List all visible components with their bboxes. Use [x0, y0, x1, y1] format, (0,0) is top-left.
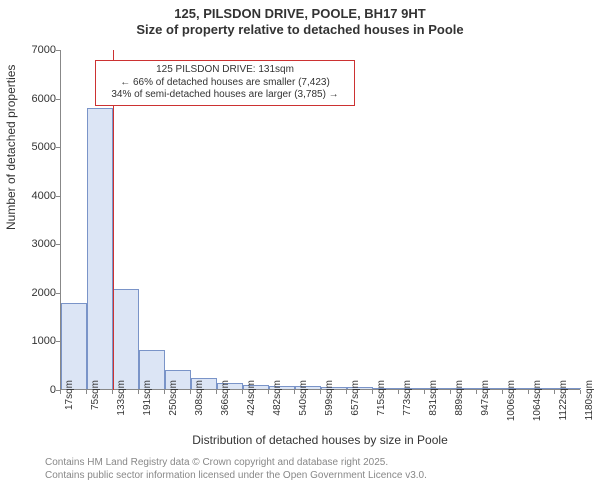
x-tick-label: 599sqm: [324, 380, 335, 430]
x-tick-mark: [424, 390, 425, 394]
x-tick-label: 831sqm: [428, 380, 439, 430]
footer-line2: Contains public sector information licen…: [45, 470, 427, 481]
x-tick-label: 482sqm: [272, 380, 283, 430]
x-tick-mark: [580, 390, 581, 394]
chart-title-line2: Size of property relative to detached ho…: [0, 22, 600, 37]
x-tick-mark: [216, 390, 217, 394]
y-tick-label: 5000: [16, 141, 56, 153]
y-tick-label: 1000: [16, 335, 56, 347]
x-tick-label: 17sqm: [64, 380, 75, 430]
x-tick-mark: [450, 390, 451, 394]
x-tick-mark: [554, 390, 555, 394]
histogram-bar: [113, 289, 139, 389]
x-tick-mark: [346, 390, 347, 394]
x-tick-mark: [528, 390, 529, 394]
x-tick-label: 1180sqm: [584, 380, 595, 430]
histogram-bar: [87, 108, 113, 389]
x-tick-label: 947sqm: [480, 380, 491, 430]
annotation-box: 125 PILSDON DRIVE: 131sqm ← 66% of detac…: [95, 60, 355, 106]
x-tick-label: 889sqm: [454, 380, 465, 430]
x-tick-mark: [190, 390, 191, 394]
chart-title-line1: 125, PILSDON DRIVE, POOLE, BH17 9HT: [0, 6, 600, 21]
x-tick-label: 1064sqm: [532, 380, 543, 430]
x-tick-mark: [476, 390, 477, 394]
x-tick-label: 715sqm: [376, 380, 387, 430]
y-tick-label: 0: [16, 384, 56, 396]
x-tick-mark: [86, 390, 87, 394]
x-tick-mark: [372, 390, 373, 394]
x-tick-mark: [138, 390, 139, 394]
x-axis-label: Distribution of detached houses by size …: [60, 433, 580, 447]
x-tick-label: 657sqm: [350, 380, 361, 430]
x-tick-label: 133sqm: [116, 380, 127, 430]
x-tick-mark: [268, 390, 269, 394]
x-tick-mark: [112, 390, 113, 394]
x-tick-label: 308sqm: [194, 380, 205, 430]
x-tick-mark: [398, 390, 399, 394]
annotation-line1: 125 PILSDON DRIVE: 131sqm: [102, 64, 348, 77]
footer-line1: Contains HM Land Registry data © Crown c…: [45, 457, 388, 468]
x-tick-label: 424sqm: [246, 380, 257, 430]
x-tick-label: 1006sqm: [506, 380, 517, 430]
histogram-bar: [61, 303, 87, 389]
x-tick-label: 191sqm: [142, 380, 153, 430]
x-tick-label: 366sqm: [220, 380, 231, 430]
y-tick-label: 3000: [16, 238, 56, 250]
y-tick-label: 4000: [16, 190, 56, 202]
y-tick-label: 7000: [16, 44, 56, 56]
y-tick-label: 6000: [16, 93, 56, 105]
annotation-line3: 34% of semi-detached houses are larger (…: [102, 89, 348, 102]
x-tick-mark: [164, 390, 165, 394]
x-tick-label: 773sqm: [402, 380, 413, 430]
x-tick-label: 540sqm: [298, 380, 309, 430]
chart-container: 125, PILSDON DRIVE, POOLE, BH17 9HT Size…: [0, 0, 600, 500]
x-tick-mark: [320, 390, 321, 394]
x-tick-mark: [502, 390, 503, 394]
x-tick-mark: [60, 390, 61, 394]
y-tick-label: 2000: [16, 287, 56, 299]
x-tick-label: 250sqm: [168, 380, 179, 430]
x-tick-mark: [294, 390, 295, 394]
x-tick-label: 1122sqm: [558, 380, 569, 430]
x-tick-label: 75sqm: [90, 380, 101, 430]
x-tick-mark: [242, 390, 243, 394]
annotation-line2: ← 66% of detached houses are smaller (7,…: [102, 77, 348, 90]
